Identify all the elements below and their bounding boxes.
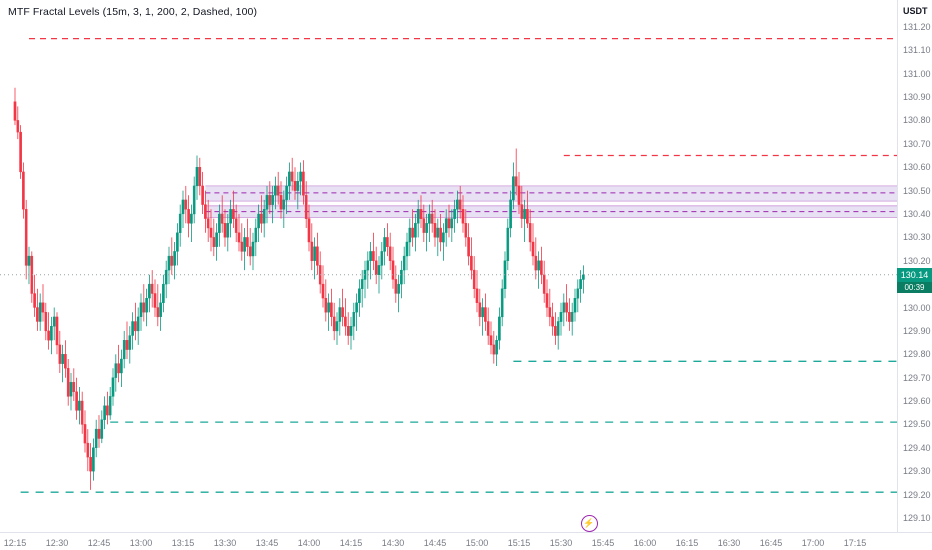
time-tick-label: 12:30 — [45, 538, 69, 548]
time-tick-label: 15:15 — [507, 538, 531, 548]
price-tick-label: 131.10 — [903, 45, 931, 56]
current-price-badge: 130.14 — [897, 267, 932, 282]
price-axis[interactable]: USDT 131.20 131.10 131.00 130.90 130.80 130.7… — [897, 0, 932, 532]
price-tick-label: 129.60 — [903, 396, 931, 406]
time-tick-label: 13:30 — [213, 538, 237, 548]
time-tick-label: 14:00 — [297, 538, 321, 548]
price-tick-label: 129.50 — [903, 419, 931, 430]
price-tick-label: 130.20 — [903, 255, 931, 266]
time-tick-label: 16:15 — [675, 538, 699, 548]
time-tick-label: 17:00 — [801, 538, 825, 548]
time-tick-label: 17:15 — [843, 538, 867, 548]
lightning-bolt-button[interactable]: ⚡ — [580, 515, 598, 532]
candles — [13, 87, 585, 490]
bar-countdown-badge: 00:39 — [897, 281, 932, 293]
time-tick-label: 16:30 — [717, 538, 741, 548]
time-tick-label: 15:00 — [465, 538, 489, 548]
price-tick-label: 129.90 — [903, 325, 931, 336]
time-tick-label: 12:45 — [87, 538, 111, 548]
time-tick-label: 15:30 — [549, 538, 573, 548]
price-tick-label: 130.30 — [903, 232, 931, 243]
price-tick-label: 131.20 — [903, 21, 931, 32]
price-tick-label: 129.40 — [903, 442, 931, 453]
price-tick-label: 131.00 — [903, 68, 931, 79]
fractal-zones — [205, 185, 897, 218]
price-tick-label: 129.20 — [903, 489, 931, 500]
time-tick-label: 13:45 — [255, 538, 279, 548]
time-tick-label: 16:00 — [633, 538, 657, 548]
time-tick-label: 13:15 — [171, 538, 195, 548]
chart-pane[interactable]: MTF Fractal Levels (15m, 3, 1, 200, 2, D… — [0, 0, 897, 532]
time-tick-label: 15:45 — [591, 538, 615, 548]
price-tick-label: 130.80 — [903, 115, 931, 126]
price-tick-label: 130.50 — [903, 185, 931, 196]
quote-currency-label: USDT — [903, 6, 928, 16]
time-tick-label: 14:30 — [381, 538, 405, 548]
price-tick-label: 129.70 — [903, 372, 931, 383]
price-tick-label: 129.10 — [903, 513, 931, 523]
price-tick-label: 130.90 — [903, 92, 931, 102]
price-tick-label: 130.70 — [903, 138, 931, 149]
time-tick-label: 14:15 — [339, 538, 363, 548]
price-tick-label: 129.80 — [903, 349, 931, 360]
price-tick-label: 130.00 — [903, 302, 931, 313]
time-tick-label: 12:15 — [3, 538, 27, 548]
time-axis[interactable]: 12:15 12:30 12:45 13:00 13:15 13:30 13:45 14:00… — [0, 532, 932, 550]
time-tick-label: 13:00 — [129, 538, 153, 548]
time-tick-label: 16:45 — [759, 538, 783, 548]
indicator-legend[interactable]: MTF Fractal Levels (15m, 3, 1, 200, 2, D… — [8, 6, 258, 18]
time-tick-label: 14:45 — [423, 538, 447, 548]
fractal-level-lines — [20, 37, 897, 493]
price-tick-label: 130.40 — [903, 209, 931, 219]
price-tick-label: 130.60 — [903, 162, 931, 173]
candlestick-chart[interactable] — [0, 0, 897, 532]
price-tick-label: 129.30 — [903, 466, 931, 477]
